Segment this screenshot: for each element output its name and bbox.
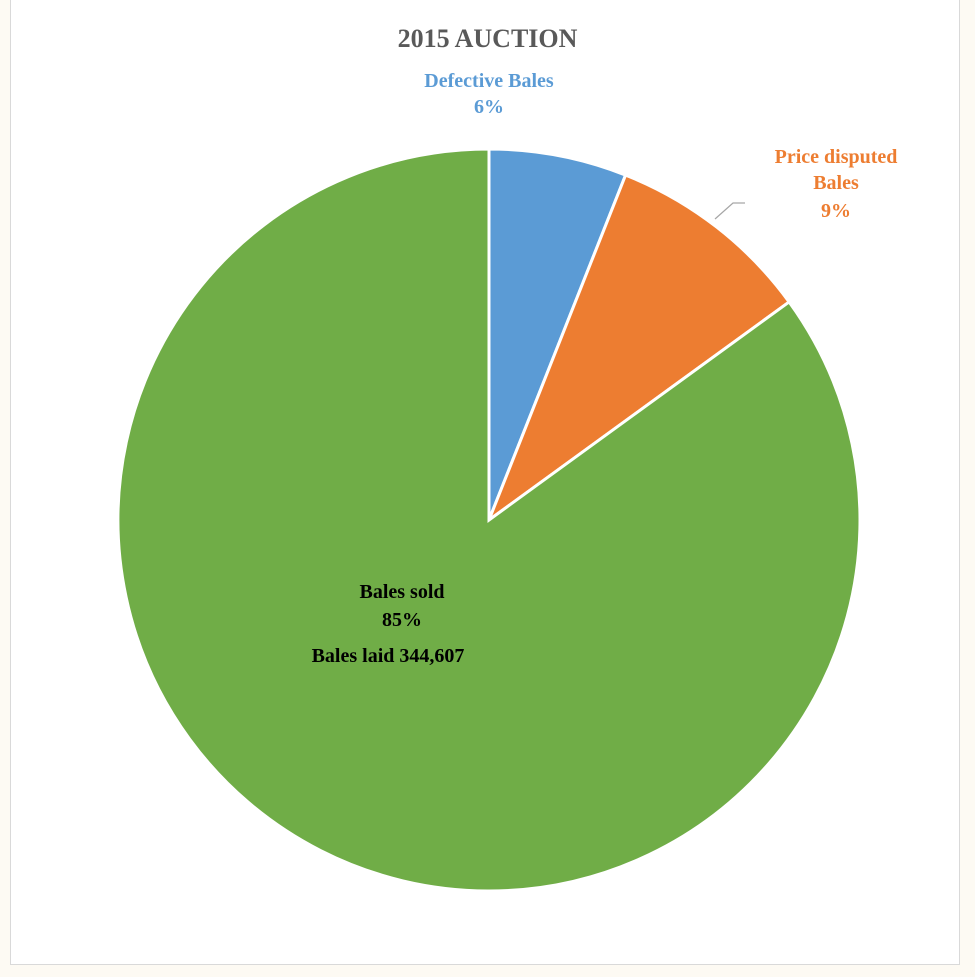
slice-label-name: Defective Bales [424,70,554,92]
slice-label-name: Bales sold [359,581,444,603]
slice-label-value: 6% [474,96,504,118]
chart-title: 2015 AUCTION [397,24,578,53]
leader-line [714,202,745,220]
pie-slice-price-disputed-bales [485,173,792,525]
pie-slice-bales-sold [116,147,862,893]
slice-label-value: 9% [821,200,851,222]
slice-label-name: Price disputed [775,146,898,168]
slice-label-name: Bales [813,172,859,194]
chart-annotation: Bales laid 344,607 [312,645,465,667]
pie-slice-defective-bales [487,147,628,521]
slice-label-value: 85% [382,609,422,631]
